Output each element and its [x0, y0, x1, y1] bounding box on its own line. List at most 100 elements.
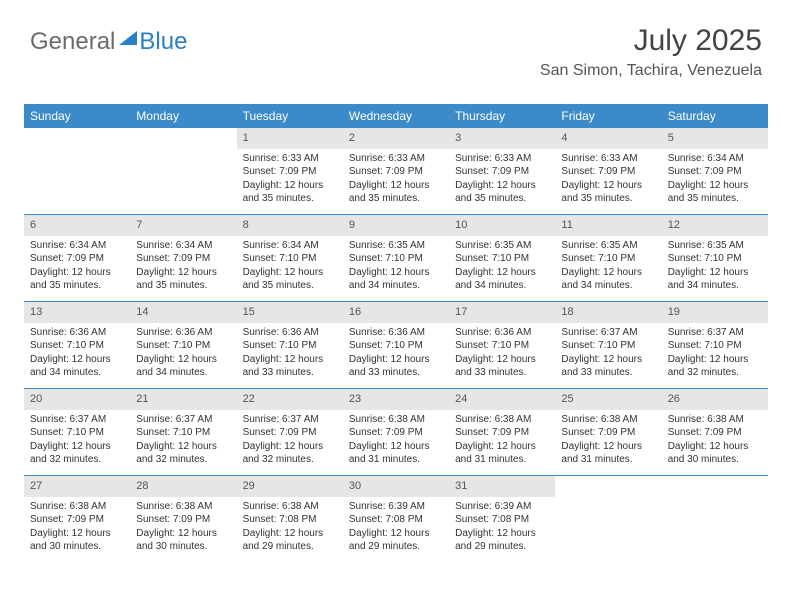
calendar-cell: 13Sunrise: 6:36 AMSunset: 7:10 PMDayligh…	[24, 302, 130, 388]
sunrise-text: Sunrise: 6:33 AM	[561, 152, 655, 166]
sunset-text: Sunset: 7:10 PM	[243, 339, 337, 353]
sunrise-text: Sunrise: 6:34 AM	[136, 239, 230, 253]
sunrise-text: Sunrise: 6:38 AM	[30, 500, 124, 514]
day-details: Sunrise: 6:33 AMSunset: 7:09 PMDaylight:…	[237, 152, 343, 206]
day-number: 20	[24, 389, 130, 410]
sunset-text: Sunset: 7:10 PM	[136, 426, 230, 440]
daylight-text: Daylight: 12 hours and 34 minutes.	[668, 266, 762, 293]
calendar-cell: 3Sunrise: 6:33 AMSunset: 7:09 PMDaylight…	[449, 128, 555, 214]
sunset-text: Sunset: 7:09 PM	[136, 513, 230, 527]
sunset-text: Sunset: 7:10 PM	[30, 426, 124, 440]
logo-text-blue: Blue	[139, 28, 187, 56]
sunrise-text: Sunrise: 6:39 AM	[349, 500, 443, 514]
calendar-cell: 2Sunrise: 6:33 AMSunset: 7:09 PMDaylight…	[343, 128, 449, 214]
day-details: Sunrise: 6:37 AMSunset: 7:10 PMDaylight:…	[662, 326, 768, 380]
day-number: 18	[555, 302, 661, 323]
daylight-text: Daylight: 12 hours and 32 minutes.	[136, 440, 230, 467]
day-details: Sunrise: 6:37 AMSunset: 7:10 PMDaylight:…	[24, 413, 130, 467]
sunset-text: Sunset: 7:09 PM	[561, 165, 655, 179]
location-subtitle: San Simon, Tachira, Venezuela	[540, 62, 762, 80]
sunrise-text: Sunrise: 6:38 AM	[561, 413, 655, 427]
day-number: 29	[237, 476, 343, 497]
calendar-cell: 27Sunrise: 6:38 AMSunset: 7:09 PMDayligh…	[24, 476, 130, 562]
calendar-cell: 31Sunrise: 6:39 AMSunset: 7:08 PMDayligh…	[449, 476, 555, 562]
day-number: 30	[343, 476, 449, 497]
sunset-text: Sunset: 7:09 PM	[349, 165, 443, 179]
daylight-text: Daylight: 12 hours and 29 minutes.	[349, 527, 443, 554]
calendar-cell: 25 Sunrise: 6:38 AMSunset: 7:09 PMDayligh…	[555, 389, 661, 475]
day-details: Sunrise: 6:33 AMSunset: 7:09 PMDaylight:…	[555, 152, 661, 206]
day-details: Sunrise: 6:36 AMSunset: 7:10 PMDaylight:…	[24, 326, 130, 380]
sunset-text: Sunset: 7:09 PM	[136, 252, 230, 266]
day-details: Sunrise: 6:38 AMSunset: 7:09 PMDaylight:…	[555, 413, 661, 467]
sunrise-text: Sunrise: 6:36 AM	[243, 326, 337, 340]
day-number: 17	[449, 302, 555, 323]
daylight-text: Daylight: 12 hours and 34 minutes.	[455, 266, 549, 293]
sunrise-text: Sunrise: 6:36 AM	[30, 326, 124, 340]
calendar-cell: 11Sunrise: 6:35 AMSunset: 7:10 PMDayligh…	[555, 215, 661, 301]
day-details: Sunrise: 6:34 AMSunset: 7:09 PMDaylight:…	[130, 239, 236, 293]
calendar-cell: 10Sunrise: 6:35 AMSunset: 7:10 PMDayligh…	[449, 215, 555, 301]
day-number: 24	[449, 389, 555, 410]
day-details: Sunrise: 6:36 AMSunset: 7:10 PMDaylight:…	[130, 326, 236, 380]
sunrise-text: Sunrise: 6:37 AM	[243, 413, 337, 427]
daylight-text: Daylight: 12 hours and 35 minutes.	[561, 179, 655, 206]
calendar-cell: 7 Sunrise: 6:34 AMSunset: 7:09 PMDaylight…	[130, 215, 236, 301]
sunset-text: Sunset: 7:08 PM	[455, 513, 549, 527]
calendar-cell: 22Sunrise: 6:37 AMSunset: 7:09 PMDayligh…	[237, 389, 343, 475]
calendar-cell: 29Sunrise: 6:38 AMSunset: 7:08 PMDayligh…	[237, 476, 343, 562]
sunset-text: Sunset: 7:10 PM	[349, 339, 443, 353]
day-details: Sunrise: 6:35 AMSunset: 7:10 PMDaylight:…	[662, 239, 768, 293]
daylight-text: Daylight: 12 hours and 35 minutes.	[349, 179, 443, 206]
daylight-text: Daylight: 12 hours and 29 minutes.	[243, 527, 337, 554]
sunset-text: Sunset: 7:09 PM	[561, 426, 655, 440]
day-number: 19	[662, 302, 768, 323]
sunrise-text: Sunrise: 6:33 AM	[455, 152, 549, 166]
day-number: 7	[130, 215, 236, 236]
daylight-text: Daylight: 12 hours and 33 minutes.	[243, 353, 337, 380]
day-number: 25	[555, 389, 661, 410]
calendar-cell: 20 Sunrise: 6:37 AMSunset: 7:10 PMDayligh…	[24, 389, 130, 475]
calendar-week: 13Sunrise: 6:36 AMSunset: 7:10 PMDayligh…	[24, 302, 768, 389]
calendar-cell: 5Sunrise: 6:34 AMSunset: 7:09 PMDaylight…	[662, 128, 768, 214]
daylight-text: Daylight: 12 hours and 30 minutes.	[136, 527, 230, 554]
daylight-text: Daylight: 12 hours and 31 minutes.	[455, 440, 549, 467]
day-number: 12	[662, 215, 768, 236]
sunset-text: Sunset: 7:09 PM	[668, 426, 762, 440]
sunrise-text: Sunrise: 6:34 AM	[668, 152, 762, 166]
day-number: 28	[130, 476, 236, 497]
day-number: 26	[662, 389, 768, 410]
day-details: Sunrise: 6:36 AMSunset: 7:10 PMDaylight:…	[237, 326, 343, 380]
calendar-cell: 30 Sunrise: 6:39 AMSunset: 7:08 PMDayligh…	[343, 476, 449, 562]
daylight-text: Daylight: 12 hours and 32 minutes.	[668, 353, 762, 380]
daylight-text: Daylight: 12 hours and 32 minutes.	[243, 440, 337, 467]
day-details: Sunrise: 6:34 AMSunset: 7:09 PMDaylight:…	[24, 239, 130, 293]
dow-monday: Monday	[130, 104, 236, 128]
calendar-cell: 1Sunrise: 6:33 AMSunset: 7:09 PMDaylight…	[237, 128, 343, 214]
calendar-cell: 4Sunrise: 6:33 AMSunset: 7:09 PMDaylight…	[555, 128, 661, 214]
day-details: Sunrise: 6:37 AMSunset: 7:10 PMDaylight:…	[130, 413, 236, 467]
sunset-text: Sunset: 7:09 PM	[243, 165, 337, 179]
daylight-text: Daylight: 12 hours and 31 minutes.	[561, 440, 655, 467]
sunrise-text: Sunrise: 6:37 AM	[668, 326, 762, 340]
day-number: 3	[449, 128, 555, 149]
calendar-week: 1Sunrise: 6:33 AMSunset: 7:09 PMDaylight…	[24, 128, 768, 215]
calendar-cell	[555, 476, 661, 562]
logo-text-general: General	[30, 28, 115, 56]
calendar-cell: 21Sunrise: 6:37 AMSunset: 7:10 PMDayligh…	[130, 389, 236, 475]
sunrise-text: Sunrise: 6:36 AM	[136, 326, 230, 340]
daylight-text: Daylight: 12 hours and 33 minutes.	[455, 353, 549, 380]
day-number: 14	[130, 302, 236, 323]
daylight-text: Daylight: 12 hours and 34 minutes.	[561, 266, 655, 293]
daylight-text: Daylight: 12 hours and 30 minutes.	[668, 440, 762, 467]
day-number: 10	[449, 215, 555, 236]
sunset-text: Sunset: 7:09 PM	[30, 513, 124, 527]
day-details: Sunrise: 6:36 AMSunset: 7:10 PMDaylight:…	[343, 326, 449, 380]
daylight-text: Daylight: 12 hours and 35 minutes.	[136, 266, 230, 293]
dow-thursday: Thursday	[449, 104, 555, 128]
daylight-text: Daylight: 12 hours and 30 minutes.	[30, 527, 124, 554]
day-details: Sunrise: 6:38 AMSunset: 7:09 PMDaylight:…	[24, 500, 130, 554]
calendar-cell: 9Sunrise: 6:35 AMSunset: 7:10 PMDaylight…	[343, 215, 449, 301]
daylight-text: Daylight: 12 hours and 34 minutes.	[349, 266, 443, 293]
day-details: Sunrise: 6:39 AMSunset: 7:08 PMDaylight:…	[343, 500, 449, 554]
